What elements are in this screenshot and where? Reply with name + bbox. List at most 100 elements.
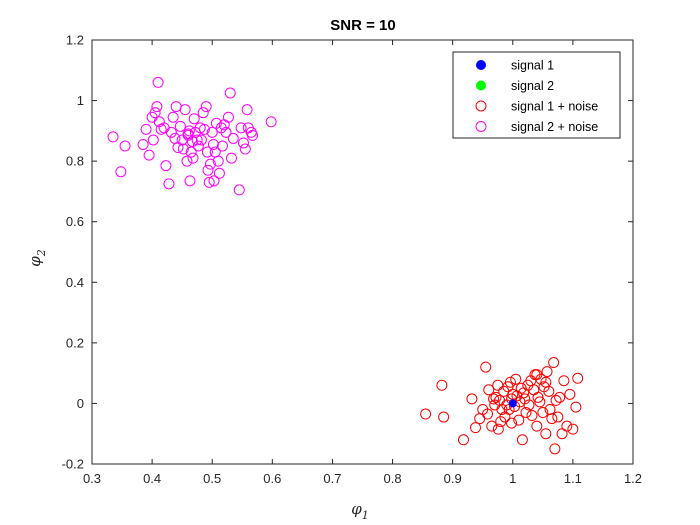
data-point-signal-1-noise: [546, 413, 558, 425]
data-point-signal-2-noise: [151, 101, 163, 113]
data-point-signal-1-noise: [572, 372, 584, 384]
data-point-signal-1-noise: [457, 434, 469, 446]
data-point-signal-2-noise: [181, 155, 193, 167]
data-point-signal-1-noise: [532, 391, 544, 403]
data-point-signal-2-noise: [147, 134, 159, 146]
y-tick-label: 0: [77, 396, 84, 411]
data-point-signal-2-noise: [237, 137, 249, 149]
data-point-signal-1-noise: [540, 428, 552, 440]
data-point-signal-2-noise: [216, 140, 228, 152]
data-point-signal-2-noise: [208, 175, 220, 187]
data-point-signal-2-noise: [188, 113, 200, 125]
data-point-signal-2-noise: [198, 123, 210, 135]
legend-label: signal 1 + noise: [511, 100, 598, 114]
data-point-signal-2-noise: [107, 131, 119, 143]
x-tick-label: 1.1: [564, 471, 582, 486]
data-point-signal-2-noise: [227, 132, 239, 144]
data-point-signal-1-noise: [537, 407, 549, 419]
y-tick-label: 0.8: [66, 154, 84, 169]
legend-marker: [476, 80, 486, 91]
data-point-signal-1-noise: [482, 408, 494, 420]
data-point-signal-2-noise: [184, 175, 196, 187]
chart-title: SNR = 10: [330, 17, 395, 34]
y-tick-label: 0.6: [66, 214, 84, 229]
data-point-signal-1-noise: [548, 357, 560, 369]
data-point-signal-2-noise: [225, 152, 237, 164]
data-point-signal-1-noise: [541, 366, 553, 378]
x-tick-label: 1.2: [624, 471, 642, 486]
legend: signal 1 signal 2 signal 1 + noise signal 2…: [452, 51, 621, 139]
data-point-signal-2-noise: [152, 76, 164, 88]
x-axis-label-subscript: 1: [362, 509, 369, 522]
data-point-signal-1-noise: [513, 414, 525, 426]
x-axis-label-base: φ: [351, 500, 362, 518]
x-tick-label: 0.4: [143, 471, 161, 486]
data-point-signal-1-noise: [470, 422, 482, 434]
data-point-signal-1-noise: [554, 391, 566, 403]
data-point-signal-2-noise: [233, 184, 245, 196]
x-axis-label: φ1: [351, 500, 369, 522]
data-point-signal-2-noise: [160, 160, 172, 172]
data-point-signal-2-noise: [143, 149, 155, 161]
data-point-signal-1-noise: [570, 401, 582, 413]
legend-marker: [476, 60, 486, 70]
data-point-signal-2-noise: [202, 164, 214, 176]
data-point-signal-2-noise: [185, 146, 197, 158]
axis-ticks: 0.3 0.4 0.5 0.6 0.7 0.8 0.9 1 1.1 1.2 -0.2 0 0.2 0.4 0…: [62, 33, 642, 487]
y-tick-label: 0.4: [66, 275, 84, 290]
data-point-signal-2-noise: [203, 176, 215, 188]
data-point-signal-2-noise: [191, 134, 203, 146]
data-point-signal-2-noise: [246, 129, 258, 141]
data-point-signal-1-noise: [531, 369, 543, 381]
data-point-signal-2-noise: [165, 126, 177, 138]
x-tick-label: 0.8: [384, 471, 402, 486]
data-point-signal-1-noise: [486, 420, 498, 432]
data-point-signal-1-noise: [504, 376, 516, 388]
data-point-signal-2-noise: [222, 111, 234, 123]
data-point-signal-2-noise: [224, 87, 236, 99]
legend-marker: [475, 100, 487, 112]
data-point-signal-1-noise: [436, 379, 448, 391]
data-point-signal-2-noise: [119, 140, 131, 152]
data-point-signal-2-noise: [182, 128, 194, 140]
data-point-signal-1-noise: [552, 411, 564, 423]
data-point-signal-1-noise: [466, 393, 478, 405]
data-point-signal-1-noise: [519, 393, 531, 405]
data-point-signal-2-noise: [149, 107, 161, 119]
y-tick-label: -0.2: [62, 457, 84, 472]
data-point-signal-1-noise: [483, 384, 495, 396]
data-point-signal-2-noise: [239, 143, 251, 155]
data-point-signal-2-noise: [177, 143, 189, 155]
data-point-signal-2-noise: [220, 126, 232, 138]
data-point-signal-1-noise: [550, 394, 562, 406]
data-point-signal-2-noise: [179, 104, 191, 116]
data-point-signal-1-noise: [549, 443, 561, 455]
x-tick-label: 0.5: [203, 471, 221, 486]
legend-marker: [475, 121, 487, 132]
data-point-signal-2-noise: [206, 126, 218, 138]
data-point-signal-1-noise: [544, 403, 556, 415]
data-point-signal-2-noise: [115, 166, 127, 178]
data-point-signal-1-noise: [558, 375, 570, 387]
data-point-signal-2-noise: [137, 138, 149, 150]
data-point-signal-2-noise: [201, 146, 213, 158]
y-axis-label-subscript: 2: [35, 249, 48, 257]
legend-label: signal 2: [511, 79, 554, 93]
x-tick-label: 0.6: [263, 471, 281, 486]
data-point-signal-1-noise: [540, 376, 552, 388]
data-point-signal-2-noise: [235, 122, 247, 134]
data-point-signal-1-noise: [480, 361, 492, 373]
data-point-signal-1-noise: [520, 407, 532, 419]
y-tick-label: 1.2: [66, 33, 84, 48]
legend-label: signal 1: [511, 59, 554, 73]
data-point-signal-1-noise: [488, 393, 500, 405]
y-tick-label: 0.2: [66, 335, 84, 350]
data-point-signal-2-noise: [197, 107, 209, 119]
data-point-signal-1-noise: [526, 410, 538, 422]
data-point-signal-1-noise: [564, 388, 576, 400]
legend-label: signal 2 + noise: [511, 120, 598, 134]
data-point-signal-2-noise: [192, 140, 204, 152]
data-point-signal-1-noise: [420, 408, 432, 420]
data-point-signal-1-noise: [516, 434, 528, 446]
